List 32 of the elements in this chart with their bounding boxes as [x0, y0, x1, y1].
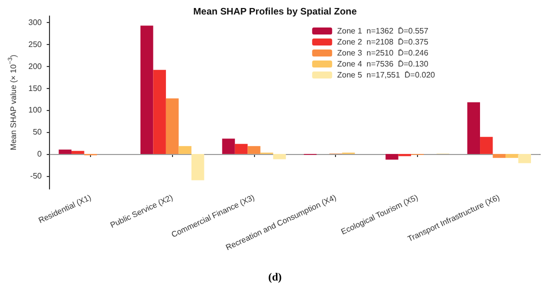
bar [58, 150, 72, 154]
legend-label: Zone 2 n=2108 D̄=0.375 [337, 37, 429, 46]
y-tick-label: 250 [28, 40, 42, 49]
y-tick-label: 200 [28, 62, 42, 71]
bar [518, 154, 532, 164]
y-tick-label: 100 [28, 106, 42, 115]
bar [71, 150, 84, 154]
bar [273, 154, 286, 160]
legend-label: Zone 4 n=7536 D̄=0.130 [337, 59, 429, 68]
bar [386, 154, 398, 160]
bar [222, 138, 235, 154]
bar [467, 102, 480, 154]
bar [492, 154, 506, 158]
bar [140, 26, 154, 154]
bar [166, 98, 179, 154]
chart-title: Mean SHAP Profiles by Spatial Zone [193, 6, 357, 18]
bar [506, 154, 518, 158]
legend-label: Zone 3 n=2510 D̄=0.246 [337, 48, 429, 58]
y-tick-label: -50 [30, 171, 42, 180]
y-tick-label: 50 [32, 128, 42, 137]
legend-label: Zone 1 n=1362 D̄=0.557 [337, 26, 429, 36]
bar [153, 70, 166, 154]
bar [178, 146, 192, 154]
y-tick-label: 300 [28, 18, 42, 28]
bar [191, 154, 204, 180]
legend-label: Zone 5 n=17,551 D̄=0.020 [337, 70, 436, 80]
text: (d) [268, 272, 282, 284]
bar [234, 144, 248, 154]
y-tick-label: 150 [28, 84, 42, 93]
y-tick-label: 0 [37, 149, 42, 158]
bar [248, 146, 260, 154]
bar [480, 136, 493, 154]
